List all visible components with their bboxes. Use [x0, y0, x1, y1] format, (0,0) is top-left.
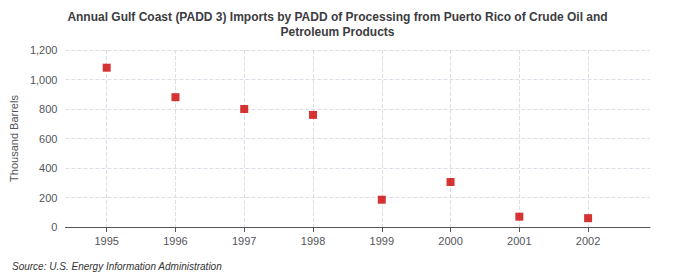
svg-text:1,000: 1,000 [30, 74, 58, 86]
svg-text:200: 200 [39, 192, 57, 204]
svg-text:400: 400 [39, 162, 57, 174]
svg-text:600: 600 [39, 133, 57, 145]
svg-text:2001: 2001 [507, 235, 531, 247]
svg-text:800: 800 [39, 103, 57, 115]
svg-text:2002: 2002 [576, 235, 600, 247]
svg-text:1999: 1999 [370, 235, 394, 247]
svg-text:1997: 1997 [232, 235, 256, 247]
svg-text:Thousand Barrels: Thousand Barrels [8, 95, 20, 182]
svg-text:0: 0 [51, 221, 57, 233]
svg-text:1,200: 1,200 [30, 44, 58, 56]
svg-text:1996: 1996 [163, 235, 187, 247]
svg-text:1995: 1995 [94, 235, 118, 247]
svg-text:Annual Gulf Coast (PADD 3) Imp: Annual Gulf Coast (PADD 3) Imports by PA… [67, 10, 607, 24]
svg-text:Petroleum Products: Petroleum Products [280, 25, 394, 39]
svg-text:Source: U.S. Energy Informatio: Source: U.S. Energy Information Administ… [12, 261, 222, 272]
svg-text:2000: 2000 [438, 235, 462, 247]
svg-text:1998: 1998 [301, 235, 325, 247]
